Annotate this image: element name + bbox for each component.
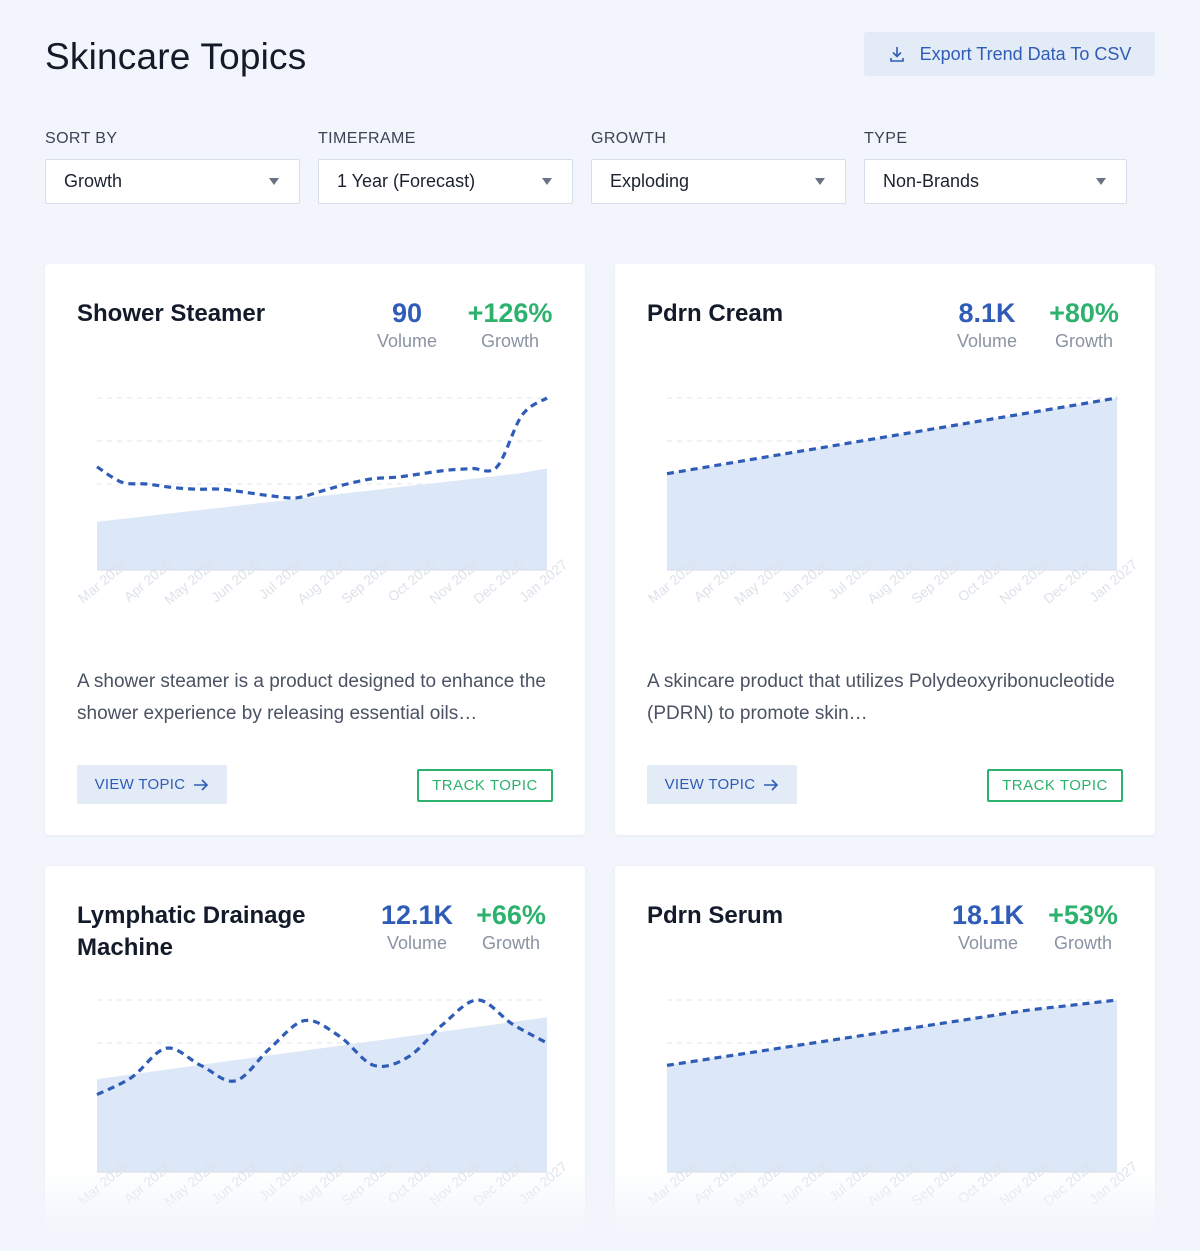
arrow-right-icon	[764, 778, 779, 791]
volume-metric: 8.1K Volume	[945, 296, 1029, 352]
type-select[interactable]: Non-Brands	[864, 159, 1127, 204]
trend-area	[97, 468, 547, 570]
trend-area	[667, 1000, 1117, 1172]
filter-label: TIMEFRAME	[318, 130, 416, 147]
view-topic-label: VIEW TOPIC	[94, 776, 186, 793]
volume-label: Volume	[956, 331, 1018, 351]
filter-sort-by: SORT BY Growth	[45, 130, 300, 204]
topic-card[interactable]: Shower Steamer 90 Volume +126% Growth Ma…	[45, 264, 585, 835]
filter-label: TYPE	[864, 130, 908, 147]
track-topic-button[interactable]: TRACK TOPIC	[417, 769, 553, 802]
volume-metric: 18.1K Volume	[945, 898, 1031, 954]
growth-select[interactable]: Exploding	[591, 159, 846, 204]
trend-area	[97, 1017, 547, 1172]
caret-down-icon	[815, 178, 825, 185]
view-topic-button[interactable]: VIEW TOPIC	[77, 765, 227, 804]
timeframe-select[interactable]: 1 Year (Forecast)	[318, 159, 573, 204]
growth-value: +66%	[476, 900, 546, 930]
caret-down-icon	[1096, 178, 1106, 185]
growth-label: Growth	[1054, 331, 1114, 351]
forecast-line	[96, 998, 548, 1097]
topic-title: Lymphatic Drainage Machine	[77, 902, 306, 961]
filters-bar: SORT BY Growth TIMEFRAME 1 Year (Forecas…	[45, 130, 1145, 205]
growth-metric: +53% Growth	[1043, 898, 1123, 954]
page-header: Skincare Topics Export Trend Data To CSV	[45, 32, 1155, 82]
sort-by-select[interactable]: Growth	[45, 159, 300, 204]
volume-metric: 90 Volume	[375, 296, 439, 352]
trend-area	[667, 398, 1117, 570]
caret-down-icon	[269, 178, 279, 185]
growth-label: Growth	[481, 933, 541, 953]
volume-value: 90	[391, 298, 423, 328]
forecast-line	[666, 998, 1118, 1067]
export-csv-label: Export Trend Data To CSV	[919, 43, 1132, 64]
select-value: Growth	[64, 171, 123, 191]
growth-metric: +66% Growth	[471, 898, 551, 954]
topic-description: A skincare product that utilizes Polydeo…	[647, 671, 1115, 724]
topic-description: A shower steamer is a product designed t…	[77, 671, 546, 724]
volume-label: Volume	[386, 933, 448, 953]
volume-value: 18.1K	[951, 900, 1025, 930]
forecast-line	[96, 396, 548, 500]
volume-value: 8.1K	[958, 298, 1016, 328]
growth-value: +53%	[1048, 900, 1118, 930]
filter-label: SORT BY	[45, 130, 118, 147]
caret-down-icon	[542, 178, 552, 185]
select-value: Non-Brands	[883, 171, 980, 191]
view-topic-button[interactable]: VIEW TOPIC	[647, 765, 797, 804]
topic-title: Pdrn Cream	[647, 300, 784, 327]
track-topic-button[interactable]: TRACK TOPIC	[987, 769, 1123, 802]
select-value: Exploding	[610, 171, 690, 191]
volume-label: Volume	[376, 331, 438, 351]
growth-value: +80%	[1049, 298, 1119, 328]
growth-value: +126%	[467, 298, 553, 328]
page-title: Skincare Topics	[45, 36, 307, 77]
growth-metric: +126% Growth	[465, 296, 555, 352]
view-topic-label: VIEW TOPIC	[664, 776, 756, 793]
growth-label: Growth	[1053, 933, 1113, 953]
filter-label: GROWTH	[591, 130, 667, 147]
growth-label: Growth	[480, 331, 540, 351]
growth-metric: +80% Growth	[1041, 296, 1127, 352]
filter-growth: GROWTH Exploding	[591, 130, 846, 204]
arrow-right-icon	[194, 778, 209, 791]
download-icon	[889, 47, 904, 62]
volume-label: Volume	[957, 933, 1019, 953]
export-csv-button[interactable]: Export Trend Data To CSV	[864, 32, 1155, 76]
topic-card[interactable]: Lymphatic Drainage Machine 12.1K Volume …	[45, 866, 585, 1251]
volume-metric: 12.1K Volume	[375, 898, 459, 954]
topic-card[interactable]: Pdrn Serum 18.1K Volume +53% Growth Mar …	[615, 866, 1155, 1251]
filter-type: TYPE Non-Brands	[864, 130, 1127, 204]
filter-timeframe: TIMEFRAME 1 Year (Forecast)	[318, 130, 573, 204]
topic-title: Pdrn Serum	[647, 902, 784, 929]
topic-card[interactable]: Pdrn Cream 8.1K Volume +80% Growth Mar 2…	[615, 264, 1155, 835]
forecast-line	[666, 396, 1118, 476]
select-value: 1 Year (Forecast)	[337, 171, 476, 191]
topic-title: Shower Steamer	[77, 300, 266, 327]
volume-value: 12.1K	[380, 900, 454, 930]
